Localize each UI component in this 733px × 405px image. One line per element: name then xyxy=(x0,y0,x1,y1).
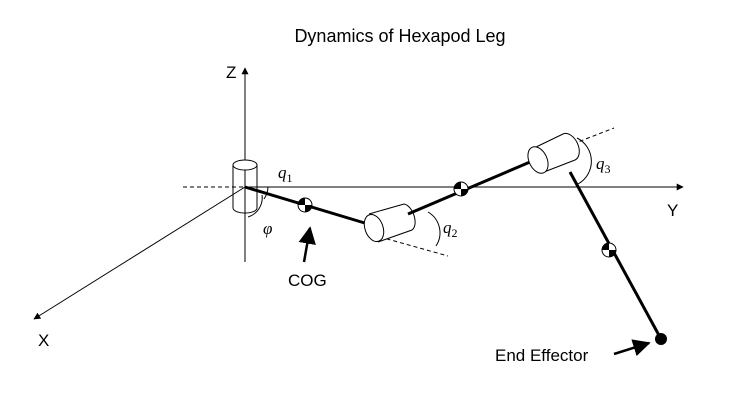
phi-angle-label: φ xyxy=(263,219,272,238)
cog-marker-coxa xyxy=(297,197,313,213)
end-effector-point xyxy=(655,333,667,345)
x-axis-label: X xyxy=(38,331,49,350)
cog-callout-label: COG xyxy=(288,271,327,290)
x-axis xyxy=(33,186,246,320)
q2-angle-arc xyxy=(427,211,441,247)
cog-marker-femur xyxy=(453,181,469,197)
diagram-title: Dynamics of Hexapod Leg xyxy=(294,26,505,46)
end-effector-callout-label: End Effector xyxy=(495,346,589,365)
q3-angle-arc xyxy=(576,137,592,185)
second-joint-cylinder xyxy=(363,203,449,257)
y-axis-label: Y xyxy=(667,201,678,220)
tibia-link xyxy=(568,171,663,340)
cog-callout-arrow xyxy=(298,226,316,263)
cog-marker-tibia xyxy=(601,242,617,258)
q1-angle-label: q1 xyxy=(278,163,293,185)
z-axis-label: Z xyxy=(226,63,236,82)
phi-angle-arc xyxy=(247,194,263,218)
q3-angle-label: q3 xyxy=(596,154,611,176)
end-effector-callout-arrow xyxy=(613,339,651,357)
femur-link xyxy=(407,160,531,216)
q2-angle-label: q2 xyxy=(443,218,458,240)
third-joint-cylinder xyxy=(527,127,615,174)
